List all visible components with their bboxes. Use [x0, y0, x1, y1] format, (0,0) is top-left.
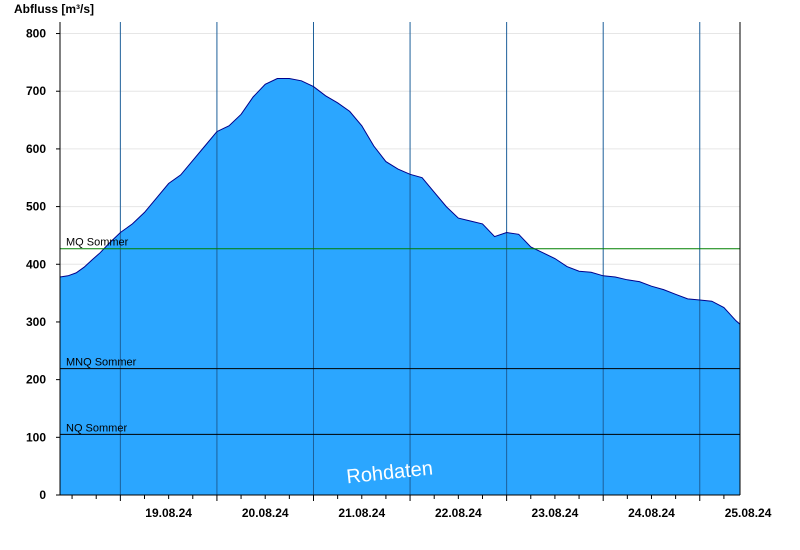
y-axis-label: Abfluss [m³/s] — [14, 2, 94, 16]
y-tick-label: 800 — [26, 27, 46, 41]
reference-line-label: MQ Sommer — [66, 237, 129, 249]
y-tick-label: 400 — [26, 257, 46, 271]
y-tick-label: 300 — [26, 315, 46, 329]
discharge-line — [59, 78, 741, 325]
x-tick-label: 23.08.24 — [532, 506, 579, 520]
x-tick-label: 24.08.24 — [628, 506, 675, 520]
x-tick-label: 19.08.24 — [145, 506, 192, 520]
reference-lines: MQ Sommer MNQ Sommer NQ Sommer — [60, 237, 740, 435]
y-tick-label: 500 — [26, 200, 46, 214]
x-tick-label: 22.08.24 — [435, 506, 482, 520]
x-day-gridlines — [119, 22, 701, 495]
reference-line-label: MNQ Sommer — [66, 357, 137, 369]
y-tick-label: 700 — [26, 84, 46, 98]
y-tick-label: 100 — [26, 430, 46, 444]
reference-line-label: NQ Sommer — [66, 422, 127, 434]
x-ticks: 19.08.24 20.08.24 21.08.24 22.08.24 23.08.24… — [71, 495, 772, 520]
y-tick-label: 200 — [26, 373, 46, 387]
x-tick-label: 20.08.24 — [242, 506, 289, 520]
y-ticks: 0 100 200 300 400 500 600 700 800 — [26, 27, 60, 502]
x-tick-label: 25.08.24 — [725, 506, 772, 520]
y-tick-label: 600 — [26, 142, 46, 156]
x-tick-label: 21.08.24 — [338, 506, 385, 520]
discharge-area — [60, 78, 740, 495]
y-tick-label: 0 — [39, 488, 46, 502]
